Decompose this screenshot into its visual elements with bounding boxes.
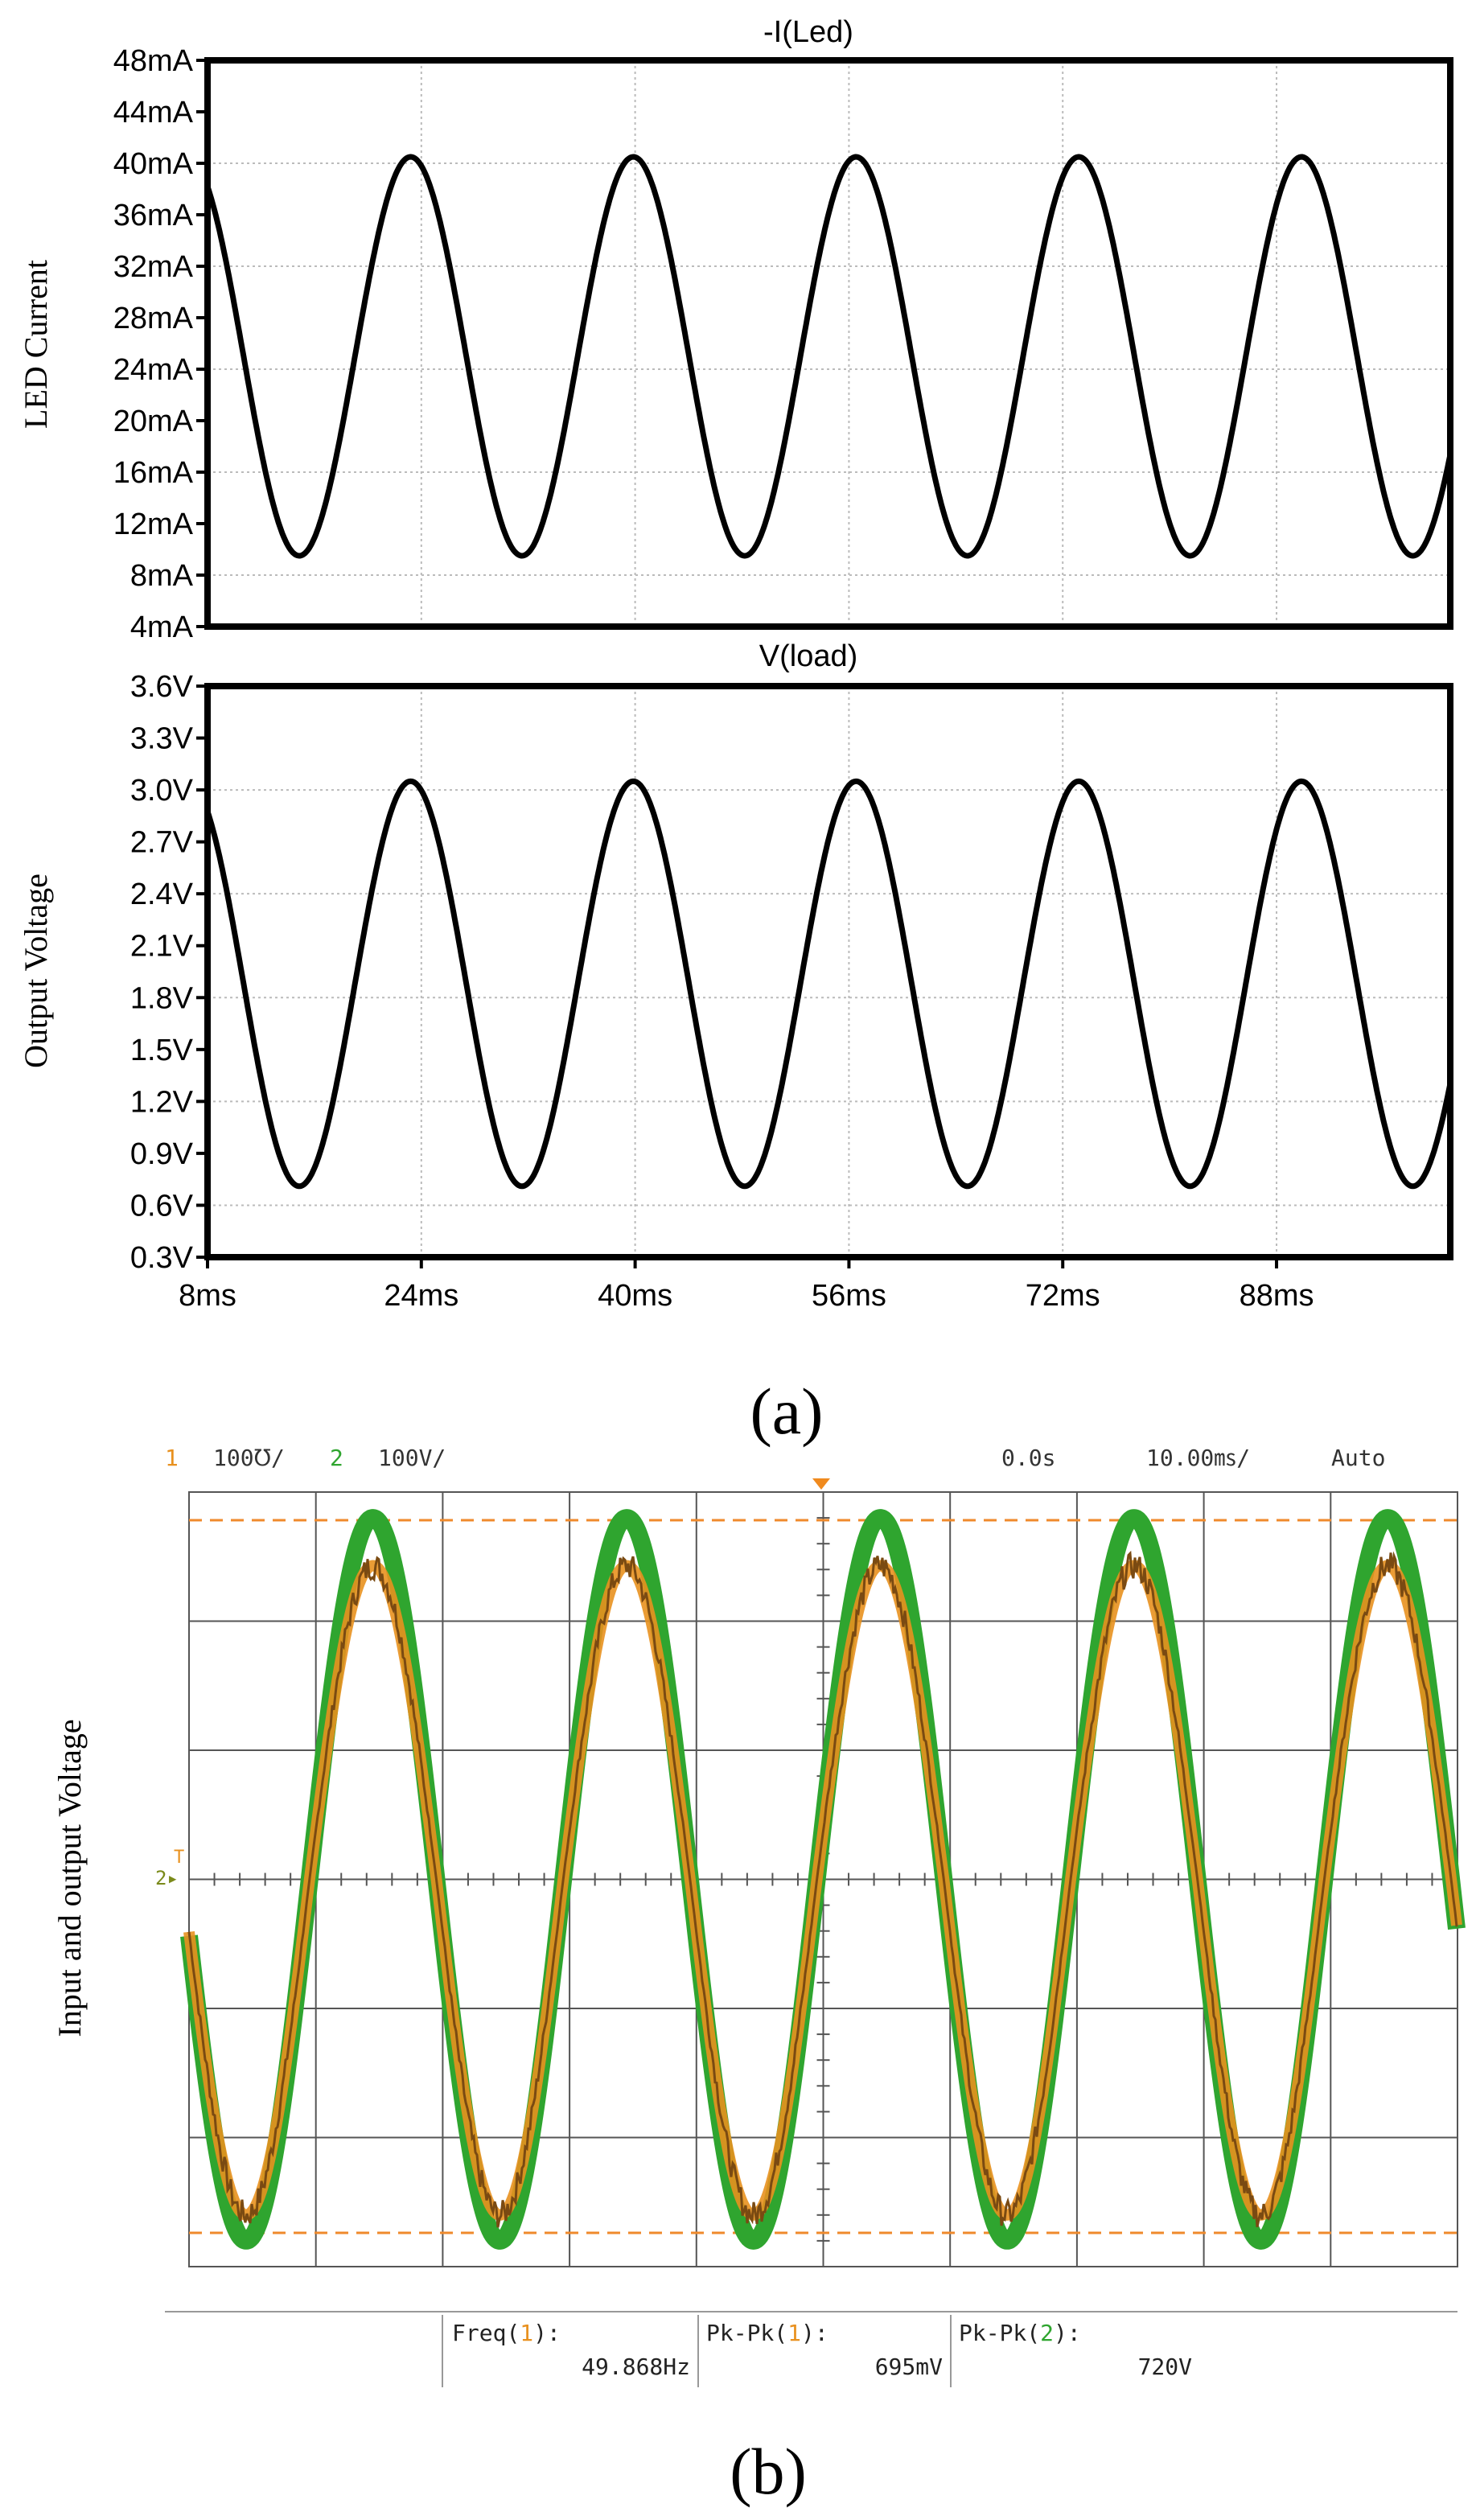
svg-text:Pk-Pk(1):: Pk-Pk(1): bbox=[706, 2320, 828, 2346]
time-axis-ticks: 8ms 24ms 40ms 56ms 72ms 88ms bbox=[179, 1257, 1314, 1313]
y-tick-label: 0.6V bbox=[130, 1189, 194, 1223]
y-tick-label: 3.3V bbox=[130, 722, 194, 756]
y-tick-label: 3.0V bbox=[130, 774, 194, 808]
led-current-chart: -I(Led) 48mA 44mA 40mA 36mA 32mA 28mA 24mA 20mA… bbox=[18, 15, 1453, 644]
caption-a: (a) bbox=[750, 1375, 823, 1448]
ch1-scale: 100℧/ bbox=[213, 1445, 285, 1471]
y-tick-label: 0.9V bbox=[130, 1137, 194, 1171]
y-tick-label: 40mA bbox=[113, 147, 194, 181]
meas-name: Freq bbox=[452, 2320, 506, 2346]
trigger-position-marker bbox=[812, 1478, 830, 1490]
output-voltage-title: V(load) bbox=[759, 639, 858, 673]
output-voltage-y-ticks: 3.6V 3.3V 3.0V 2.7V 2.4V 2.1V 1.8V 1.5V 1.2V 0.9V… bbox=[130, 670, 208, 1275]
trigger-level-marker: T bbox=[174, 1848, 184, 1868]
timebase: 10.00㎳/ bbox=[1146, 1445, 1250, 1471]
meas-channel: 2 bbox=[1040, 2320, 1054, 2346]
y-tick-label: 32mA bbox=[113, 250, 194, 284]
oscilloscope-capture: 1 100℧/ 2 100V/ 0.0s 10.00㎳/ Auto 2▸ T I… bbox=[51, 1445, 1466, 2387]
y-tick-label: 48mA bbox=[113, 44, 194, 78]
y-tick-label: 1.5V bbox=[130, 1034, 194, 1067]
led-current-trace bbox=[204, 154, 1453, 559]
y-tick-label: 20mA bbox=[113, 405, 194, 438]
y-tick-label: 2.4V bbox=[130, 878, 194, 911]
meas-value: 49.868Hz bbox=[582, 2354, 690, 2380]
ch1-trace bbox=[187, 1550, 1458, 2228]
x-tick-label: 72ms bbox=[1026, 1279, 1100, 1313]
y-tick-label: 3.6V bbox=[130, 670, 194, 704]
measurement-pkpk-2: Pk-Pk(2): 720V bbox=[959, 2320, 1192, 2380]
output-voltage-chart: V(load) 3.6V 3.3V 3.0V 2.7V 2.4V 2.1V 1.8V 1.5V… bbox=[18, 639, 1453, 1313]
y-tick-label: 12mA bbox=[113, 508, 194, 541]
meas-value: 695mV bbox=[875, 2354, 943, 2380]
y-tick-label: 36mA bbox=[113, 199, 194, 232]
y-tick-label: 2.7V bbox=[130, 826, 194, 860]
meas-value: 720V bbox=[1138, 2354, 1193, 2380]
meas-channel: 1 bbox=[520, 2320, 533, 2346]
x-tick-label: 8ms bbox=[179, 1279, 236, 1313]
ch2-number: 2 bbox=[330, 1445, 343, 1471]
scope-ylabel: Input and output Voltage bbox=[51, 1719, 88, 2037]
y-tick-label: 28mA bbox=[113, 302, 194, 335]
measurement-freq-1: Freq(1): 49.868Hz bbox=[452, 2320, 690, 2380]
y-tick-label: 1.2V bbox=[130, 1085, 194, 1119]
led-current-y-ticks: 48mA 44mA 40mA 36mA 32mA 28mA 24mA 20mA 16mA 12mA… bbox=[113, 44, 208, 644]
ground-marker: 2▸ bbox=[155, 1867, 179, 1889]
output-voltage-trace bbox=[204, 778, 1453, 1190]
y-tick-label: 4mA bbox=[130, 610, 194, 644]
y-tick-label: 44mA bbox=[113, 96, 194, 129]
meas-name: Pk-Pk bbox=[706, 2320, 774, 2346]
svg-text:Freq(1):: Freq(1): bbox=[452, 2320, 561, 2346]
x-tick-label: 24ms bbox=[384, 1279, 458, 1313]
led-current-ylabel: LED Current bbox=[18, 260, 54, 429]
output-voltage-grid bbox=[208, 686, 1450, 1257]
trigger-mode: Auto bbox=[1331, 1445, 1385, 1471]
svg-text:Pk-Pk(2):: Pk-Pk(2): bbox=[959, 2320, 1081, 2346]
y-tick-label: 2.1V bbox=[130, 930, 194, 964]
ch2-scale: 100V/ bbox=[378, 1445, 446, 1471]
time-offset: 0.0s bbox=[1001, 1445, 1055, 1471]
x-tick-label: 40ms bbox=[598, 1279, 672, 1313]
y-tick-label: 0.3V bbox=[130, 1241, 194, 1275]
output-voltage-frame bbox=[204, 683, 1453, 1260]
meas-name: Pk-Pk bbox=[959, 2320, 1026, 2346]
y-tick-label: 24mA bbox=[113, 353, 194, 387]
y-tick-label: 1.8V bbox=[130, 981, 194, 1015]
y-tick-label: 8mA bbox=[130, 559, 194, 593]
y-tick-label: 16mA bbox=[113, 456, 194, 490]
caption-b: (b) bbox=[730, 2435, 807, 2508]
measurement-pkpk-1: Pk-Pk(1): 695mV bbox=[706, 2320, 943, 2380]
led-current-frame bbox=[204, 57, 1453, 630]
meas-channel: 1 bbox=[787, 2320, 801, 2346]
x-tick-label: 56ms bbox=[812, 1279, 886, 1313]
led-current-grid bbox=[208, 60, 1450, 627]
output-voltage-ylabel: Output Voltage bbox=[18, 874, 54, 1068]
ch1-number: 1 bbox=[165, 1445, 179, 1471]
led-current-title: -I(Led) bbox=[763, 15, 853, 49]
x-tick-label: 88ms bbox=[1240, 1279, 1314, 1313]
